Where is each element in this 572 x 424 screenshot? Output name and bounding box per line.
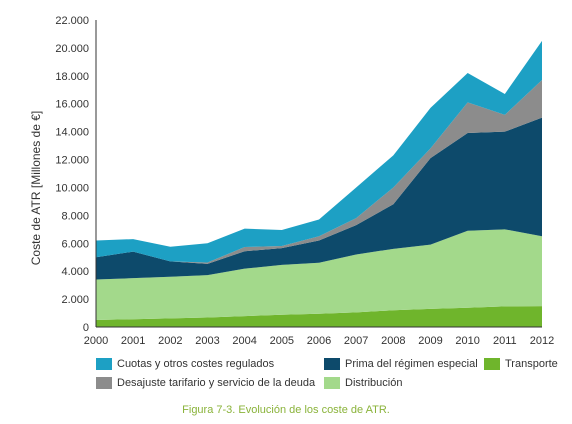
x-tick-label: 2002: [158, 335, 182, 347]
legend: Cuotas y otros costes regulados Prima de…: [96, 354, 566, 392]
y-tick-labels: 0 2.000 4.000 6.000 8.000 10.000 12.000 14.000 1…: [55, 15, 89, 334]
y-tick-label: 6.000: [61, 238, 89, 250]
y-tick-label: 8.000: [61, 210, 89, 222]
legend-swatch-desajuste: [96, 376, 112, 389]
x-tick-label: 2001: [121, 335, 145, 347]
x-tick-label: 2005: [270, 335, 294, 347]
y-tick-label: 0: [83, 322, 89, 334]
legend-label-distribucion: Distribución: [345, 376, 403, 389]
legend-item-prima: Prima del régimen especial: [324, 357, 484, 370]
y-tick-label: 2.000: [61, 294, 89, 306]
x-tick-label: 2010: [455, 335, 479, 347]
x-tick-label: 2007: [344, 335, 368, 347]
area-series-group: [96, 40, 542, 327]
x-tick-label: 2012: [530, 335, 554, 347]
y-axis-title: Coste de ATR [Millones de €]: [29, 111, 43, 266]
area-transporte: [96, 306, 542, 327]
stacked-area-chart: 0 2.000 4.000 6.000 8.000 10.000 12.000 14.000 1…: [29, 15, 554, 347]
legend-label-cuotas: Cuotas y otros costes regulados: [117, 357, 275, 370]
legend-swatch-distribucion: [324, 376, 340, 389]
x-tick-labels: 2000 2001 2002 2003 2004 2005 2006 2007 2008 2009…: [84, 335, 554, 347]
x-tick-label: 2011: [493, 335, 517, 347]
axes: [95, 20, 542, 328]
y-tick-label: 14.000: [55, 127, 89, 139]
x-tick-label: 2000: [84, 335, 108, 347]
x-tick-label: 2004: [232, 335, 256, 347]
legend-swatch-cuotas: [96, 357, 112, 370]
y-tick-label: 4.000: [61, 266, 89, 278]
y-tick-label: 22.000: [55, 15, 89, 27]
legend-label-prima: Prima del régimen especial: [345, 357, 478, 370]
legend-swatch-transporte: [484, 357, 500, 370]
legend-swatch-prima: [324, 357, 340, 370]
x-tick-label: 2009: [418, 335, 442, 347]
x-tick-label: 2003: [195, 335, 219, 347]
y-tick-label: 10.000: [55, 182, 89, 194]
legend-item-transporte: Transporte: [484, 357, 558, 370]
y-tick-label: 16.000: [55, 99, 89, 111]
area-prima-del-régimen-especial: [96, 117, 542, 280]
area-distribución: [96, 229, 542, 321]
legend-label-desajuste: Desajuste tarifario y servicio de la deu…: [117, 376, 316, 389]
legend-row-2: Desajuste tarifario y servicio de la deu…: [96, 373, 566, 392]
y-tick-label: 12.000: [55, 155, 89, 167]
legend-row-1: Cuotas y otros costes regulados Prima de…: [96, 354, 566, 373]
legend-item-desajuste: Desajuste tarifario y servicio de la deu…: [96, 376, 324, 389]
y-tick-label: 20.000: [55, 43, 89, 55]
legend-label-transporte: Transporte: [505, 357, 558, 370]
x-tick-label: 2006: [307, 335, 331, 347]
y-tick-label: 18.000: [55, 71, 89, 83]
legend-item-cuotas: Cuotas y otros costes regulados: [96, 357, 324, 370]
figure-caption: Figura 7-3. Evolución de los coste de AT…: [182, 404, 390, 416]
legend-item-distribucion: Distribución: [324, 376, 403, 389]
x-tick-label: 2008: [381, 335, 405, 347]
